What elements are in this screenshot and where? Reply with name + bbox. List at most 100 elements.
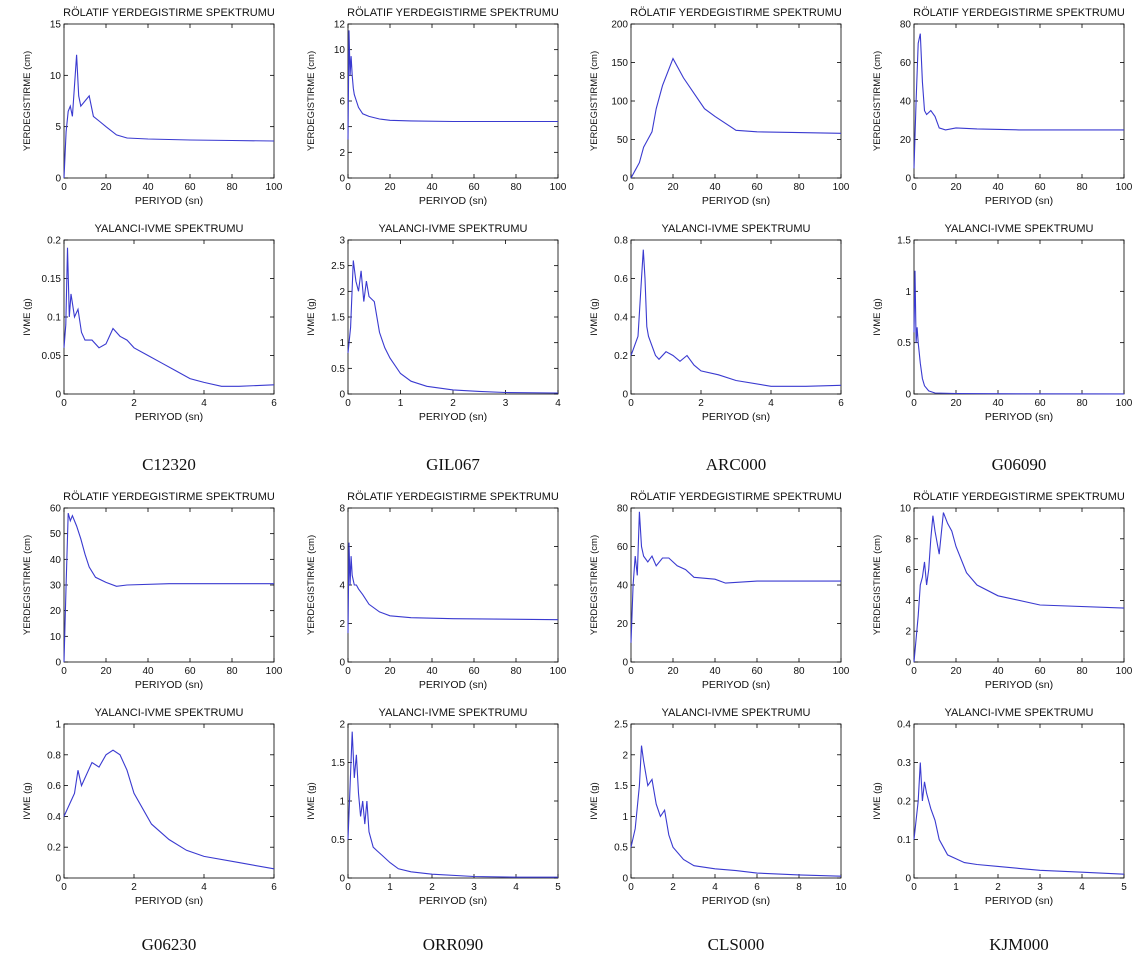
- y-tick-label: 10: [50, 632, 62, 643]
- y-tick-label: 1.5: [331, 758, 345, 769]
- x-axis-label: PERIYOD (sn): [419, 411, 487, 423]
- y-tick-label: 50: [617, 135, 629, 146]
- y-tick-label: 50: [50, 529, 62, 540]
- chart-title: YALANCI-IVME SPEKTRUMU: [95, 707, 244, 719]
- x-tick-label: 60: [468, 182, 480, 193]
- y-tick-label: 0.05: [42, 351, 62, 362]
- x-tick-label: 6: [838, 398, 844, 409]
- spectrum-line: [347, 260, 559, 394]
- x-tick-label: 40: [426, 182, 438, 193]
- x-tick-label: 100: [1116, 398, 1133, 409]
- spectrum-line: [347, 731, 558, 878]
- spectrum-line: [63, 54, 275, 179]
- x-tick-label: 20: [950, 398, 962, 409]
- x-tick-label: 4: [201, 398, 207, 409]
- y-tick-label: 0: [905, 874, 911, 885]
- spectrum-chart-6: RÖLATIF YERDEGISTIRME SPEKTRUMU 0 20 40 60 80…: [872, 7, 1133, 207]
- spectrum-line: [913, 270, 1125, 395]
- x-tick-label: 0: [628, 182, 634, 193]
- x-tick-label: 0: [61, 882, 67, 893]
- x-tick-label: 3: [503, 398, 509, 409]
- spectrum-chart-1: YALANCI-IVME SPEKTRUMU 0 2 4 6 0 0.05 0.1 0.15 0.…: [22, 223, 277, 423]
- chart-title: RÖLATIF YERDEGISTIRME SPEKTRUMU: [630, 491, 842, 503]
- x-tick-label: 80: [1076, 398, 1088, 409]
- chart-title: RÖLATIF YERDEGISTIRME SPEKTRUMU: [347, 491, 559, 503]
- spectrum-chart-12: RÖLATIF YERDEGISTIRME SPEKTRUMU 0 20 40 60 80…: [589, 491, 850, 691]
- y-tick-label: 0.4: [897, 720, 911, 731]
- plot-area: [630, 239, 842, 395]
- plot-area: [913, 239, 1125, 395]
- chart-title: RÖLATIF YERDEGISTIRME SPEKTRUMU: [63, 7, 275, 19]
- y-tick-label: 0: [622, 390, 628, 401]
- x-tick-label: 60: [751, 666, 763, 677]
- spectrum-chart-3: YALANCI-IVME SPEKTRUMU 0 1 2 3 4 0 0.5 1 1.5 2 2.5 3…: [306, 223, 561, 423]
- y-tick-label: 1.5: [897, 236, 911, 247]
- y-tick-label: 200: [611, 20, 628, 31]
- y-tick-label: 8: [339, 504, 345, 515]
- y-tick-label: 0: [905, 390, 911, 401]
- y-axis-label: YERDEGISTIRME (cm): [589, 51, 600, 151]
- y-tick-label: 2: [339, 720, 345, 731]
- station-caption: ORR090: [422, 935, 484, 954]
- y-tick-label: 0.5: [331, 364, 345, 375]
- y-axis-label: YERDEGISTIRME (cm): [872, 51, 883, 151]
- x-axis-label: PERIYOD (sn): [702, 411, 770, 423]
- x-tick-label: 3: [471, 882, 477, 893]
- y-tick-label: 40: [50, 555, 62, 566]
- y-axis-label: YERDEGISTIRME (cm): [589, 535, 600, 635]
- x-tick-label: 20: [667, 182, 679, 193]
- y-tick-label: 4: [905, 596, 911, 607]
- y-tick-label: 0.6: [47, 781, 61, 792]
- x-tick-label: 5: [555, 882, 561, 893]
- y-tick-label: 3: [339, 236, 345, 247]
- y-tick-label: 10: [334, 45, 346, 56]
- y-tick-label: 0.2: [47, 843, 61, 854]
- y-tick-label: 2: [905, 627, 911, 638]
- plot-area: [63, 723, 275, 879]
- y-tick-label: 20: [50, 606, 62, 617]
- x-tick-label: 80: [1076, 666, 1088, 677]
- y-tick-label: 0: [55, 658, 61, 669]
- x-tick-label: 2: [698, 398, 704, 409]
- y-tick-label: 0: [905, 174, 911, 185]
- y-tick-label: 2: [622, 750, 628, 761]
- spectrum-chart-9: YALANCI-IVME SPEKTRUMU 0 2 4 6 0 0.2 0.4 0.6 0.8 1…: [22, 707, 277, 907]
- spectrum-line: [63, 749, 275, 870]
- y-tick-label: 2: [339, 287, 345, 298]
- x-tick-label: 100: [1116, 666, 1133, 677]
- x-tick-label: 6: [271, 882, 277, 893]
- plot-area: [63, 23, 275, 179]
- plot-area: [630, 23, 842, 179]
- y-tick-label: 2.5: [331, 261, 345, 272]
- y-tick-label: 0.1: [47, 313, 61, 324]
- x-tick-label: 100: [550, 182, 567, 193]
- x-tick-label: 0: [911, 182, 917, 193]
- x-tick-label: 100: [266, 666, 283, 677]
- y-axis-label: YERDEGISTIRME (cm): [872, 535, 883, 635]
- y-tick-label: 60: [617, 542, 629, 553]
- x-axis-label: PERIYOD (sn): [135, 195, 203, 207]
- x-tick-label: 100: [266, 182, 283, 193]
- y-tick-label: 12: [334, 20, 346, 31]
- x-tick-label: 60: [1034, 182, 1046, 193]
- y-axis-label: IVME (g): [22, 298, 33, 335]
- x-tick-label: 4: [513, 882, 519, 893]
- y-tick-label: 20: [900, 135, 912, 146]
- y-tick-label: 1.5: [331, 313, 345, 324]
- y-tick-label: 1: [622, 812, 628, 823]
- y-tick-label: 0: [339, 874, 345, 885]
- x-axis-label: PERIYOD (sn): [135, 411, 203, 423]
- x-tick-label: 2: [450, 398, 456, 409]
- chart-title: YALANCI-IVME SPEKTRUMU: [945, 707, 1094, 719]
- spectrum-line: [913, 33, 1124, 169]
- x-tick-label: 80: [510, 182, 522, 193]
- y-tick-label: 8: [339, 71, 345, 82]
- y-tick-label: 0: [622, 658, 628, 669]
- x-tick-label: 20: [384, 666, 396, 677]
- x-tick-label: 8: [796, 882, 802, 893]
- plot-area: [913, 23, 1125, 179]
- y-tick-label: 0: [339, 390, 345, 401]
- chart-title: YALANCI-IVME SPEKTRUMU: [945, 223, 1094, 235]
- y-tick-label: 6: [905, 565, 911, 576]
- x-tick-label: 2: [670, 882, 676, 893]
